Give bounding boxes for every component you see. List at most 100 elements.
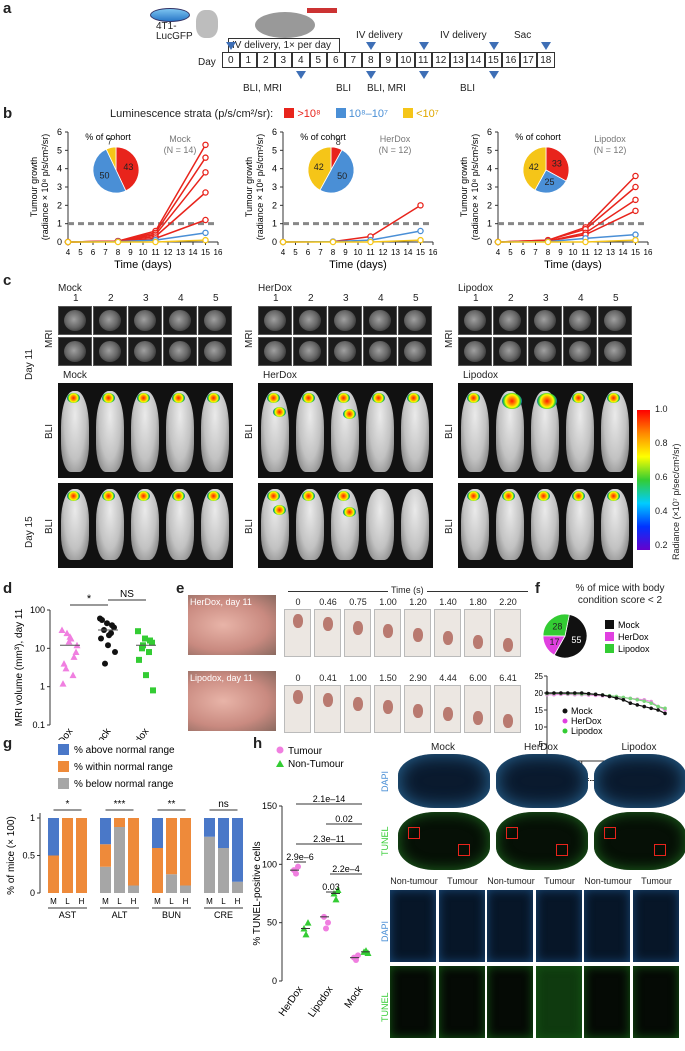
- data-point: [632, 183, 639, 191]
- bli-label-2: BLI: [460, 83, 476, 94]
- legend-label: HerDox: [571, 716, 602, 726]
- mri-brain: [263, 340, 287, 363]
- mri-brain: [133, 340, 157, 363]
- y-tick-label: 1: [487, 219, 492, 229]
- legend-swatch-red: [284, 108, 295, 118]
- mri-brain: [568, 309, 592, 332]
- data-point: [72, 648, 80, 656]
- data-point: [102, 660, 108, 667]
- colorbar-label: Radiance (×10⁷ p/sec/cm²/sr): [671, 443, 681, 560]
- roi-box: [654, 844, 666, 856]
- data-point: [105, 642, 111, 649]
- data-point: [202, 216, 209, 224]
- stacked-bar: [128, 818, 139, 886]
- mri-brain: [368, 340, 392, 363]
- bli-group-label: Lipodox: [463, 370, 499, 381]
- mouse-silhouette: [461, 391, 489, 472]
- group-n: (N = 14): [164, 145, 197, 155]
- time-label: 1.50: [379, 673, 397, 683]
- herdox-mouse-photo: [188, 595, 276, 655]
- bar-sublabel: H: [131, 897, 137, 906]
- time-label: 2.90: [409, 673, 427, 683]
- x-tick-label: 5: [78, 248, 83, 257]
- day-cell-18: 18: [537, 52, 555, 68]
- day-cell-13: 13: [449, 52, 467, 68]
- group-n: (N = 12): [379, 145, 412, 155]
- data-point: [329, 238, 337, 246]
- data-point: [582, 238, 589, 246]
- stacked-bar: [100, 844, 111, 867]
- bli-row-label: BLI: [44, 518, 55, 534]
- sig-label: *: [66, 799, 70, 810]
- mri-brain: [333, 340, 357, 363]
- x-tick-label: 16: [429, 248, 438, 257]
- bli-signal: [343, 507, 356, 517]
- video-frame: [344, 609, 371, 657]
- mri-brain: [533, 309, 557, 332]
- mri-row-label: MRI: [444, 329, 455, 348]
- video-frame: [434, 685, 461, 733]
- weight-point: [628, 696, 633, 701]
- time-label: 1.00: [379, 597, 397, 607]
- x-axis-label: Time (days): [114, 259, 172, 271]
- legend-swatch: [605, 632, 614, 641]
- mouse-silhouette: [96, 391, 124, 472]
- y-tick-label: 6: [57, 127, 62, 137]
- time-label: 6.00: [469, 673, 487, 683]
- time-label: 2.20: [499, 597, 517, 607]
- category-label: Mock: [343, 984, 366, 1011]
- data-point: [202, 236, 209, 244]
- pie-title: % of cohort: [85, 132, 131, 142]
- time-label: 0: [295, 673, 301, 683]
- y-tick-label: 100: [30, 605, 45, 615]
- data-point: [202, 229, 209, 237]
- y-axis-label: % of mice (× 100): [6, 816, 17, 895]
- y-axis-label-line: (radiance × 10⁸ p/s/cm²/sr): [255, 134, 265, 241]
- bli-signal: [502, 491, 515, 501]
- mouse-in-frame: [443, 631, 453, 646]
- mri-brain: [298, 340, 322, 363]
- data-point: [494, 238, 502, 246]
- data-point: [139, 645, 145, 652]
- rotarod-panel: Time (s) HerDox, day 11 Lipodox, day 11 0 0.…: [188, 585, 528, 735]
- x-axis-label: Time (days): [329, 259, 387, 271]
- dapi-zoom-tile: [438, 890, 485, 962]
- dapi-section: [496, 754, 588, 808]
- x-tick-label: 16: [214, 248, 223, 257]
- bli-row-label: BLI: [44, 423, 55, 439]
- data-point: [60, 660, 68, 667]
- weight-point: [628, 701, 633, 705]
- panel-label-a: a: [3, 0, 12, 17]
- data-point: [632, 231, 639, 238]
- mouse-silhouette: [601, 391, 629, 472]
- legend-swatch: [605, 644, 614, 653]
- arrow-down-icon: [418, 71, 429, 79]
- sig-label: *: [87, 593, 92, 605]
- bli-day11-block: [58, 383, 233, 478]
- bar-sublabel: L: [117, 897, 122, 906]
- mri-slice: [328, 337, 362, 366]
- sig-label: ns: [218, 799, 229, 810]
- y-tick-label: 4: [487, 164, 492, 174]
- mri-brain: [568, 340, 592, 363]
- x-tick-label: 5: [508, 248, 513, 257]
- x-tick-label: 16: [644, 248, 653, 257]
- bli-signal: [267, 393, 280, 403]
- bli-mri-label-1: BLI, MRI: [243, 83, 282, 94]
- pie-slice: [545, 146, 570, 182]
- column-label: 5: [413, 293, 419, 304]
- x-tick-label: 4: [281, 248, 286, 257]
- mouse-in-frame: [443, 707, 453, 722]
- weight-point: [614, 696, 619, 700]
- y-axis-label: Tumour growth(radiance × 10⁸ p/s/cm²/sr): [244, 134, 265, 241]
- mouse-silhouette: [366, 489, 394, 560]
- mri-brain: [498, 309, 522, 332]
- x-tick-label: 9: [343, 248, 348, 257]
- y-axis-label-line: Tumour growth: [244, 157, 254, 217]
- colorbar-tick: 1.0: [655, 404, 668, 414]
- mri-slice: [93, 337, 127, 366]
- series-line: [283, 239, 421, 243]
- colorbar-tick: 0.6: [655, 472, 668, 482]
- series-line: [68, 239, 206, 243]
